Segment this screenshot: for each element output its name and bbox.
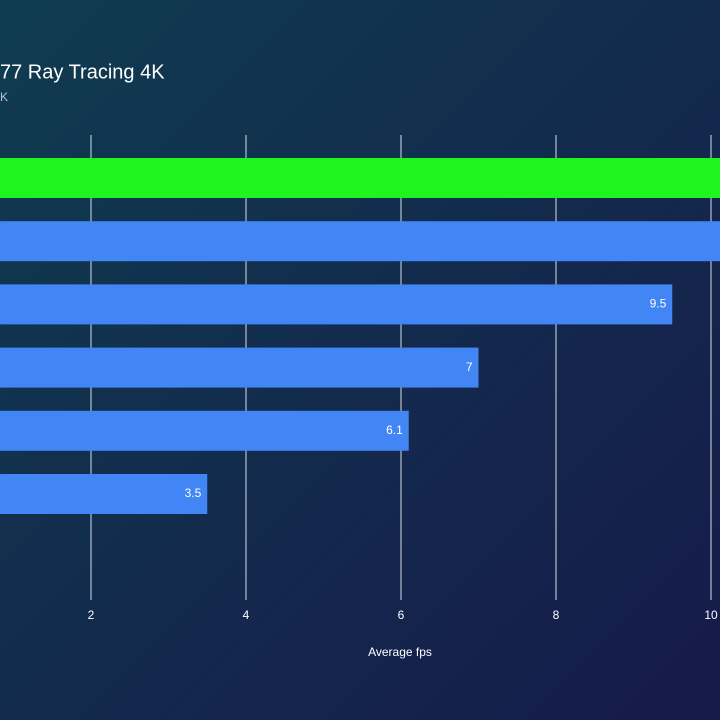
- x-tick-label: 2: [88, 608, 95, 622]
- bar: [0, 347, 479, 388]
- x-tick-label: 4: [243, 608, 250, 622]
- bar: [0, 474, 208, 514]
- bar: [0, 221, 720, 262]
- chart-subtitle: K: [0, 90, 8, 104]
- x-tick-label: 8: [553, 608, 560, 622]
- chart-title: 77 Ray Tracing 4K: [0, 61, 165, 83]
- bar: [0, 158, 720, 198]
- x-axis-label: Average fps: [368, 645, 432, 659]
- bar: [0, 410, 409, 451]
- x-tick-label: 6: [398, 608, 405, 622]
- value-label: 9.5: [650, 297, 667, 311]
- value-label: 7: [466, 360, 473, 374]
- x-tick-label: 10: [704, 608, 718, 622]
- bar: [0, 284, 673, 325]
- value-label: 6.1: [386, 423, 403, 437]
- value-label: 3.5: [185, 486, 202, 500]
